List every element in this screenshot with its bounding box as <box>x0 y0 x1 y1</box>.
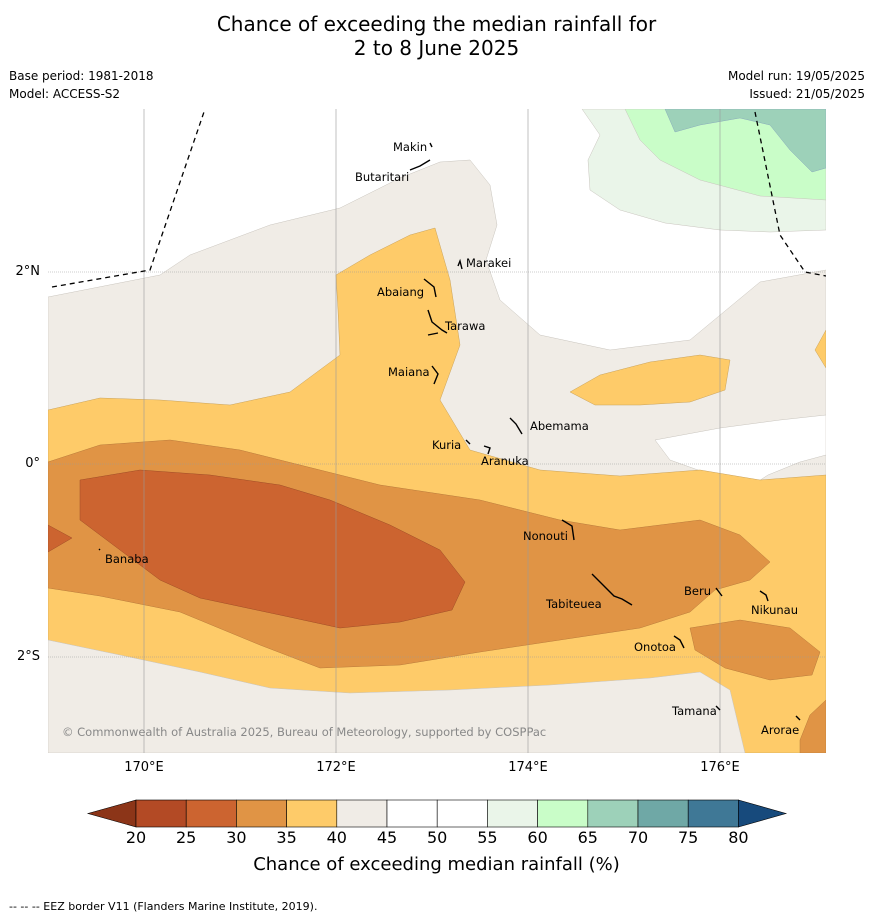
colorbar-swatch <box>185 799 237 828</box>
island-marakei <box>457 258 463 270</box>
title-line-1: Chance of exceeding the median rainfall … <box>216 12 657 36</box>
lat-label-2s: 2°S <box>16 649 40 664</box>
islands <box>98 142 801 721</box>
colorbar-swatch <box>135 799 187 828</box>
label-marakei: Marakei <box>466 256 511 270</box>
lon-label-176e: 176°E <box>700 760 740 775</box>
lon-label-170e: 170°E <box>124 760 164 775</box>
meta-right: Model run: 19/05/2025 Issued: 21/05/2025 <box>728 67 865 103</box>
colorbar-tick-label: 40 <box>326 828 347 847</box>
colorbar-tick-label: 25 <box>176 828 197 847</box>
colorbar-title: Chance of exceeding median rainfall (%) <box>253 854 620 875</box>
title-line-2: 2 to 8 June 2025 <box>353 36 520 60</box>
label-makin: Makin <box>393 140 427 154</box>
island-onotoa <box>673 635 685 649</box>
label-beru: Beru <box>684 584 711 598</box>
colorbar-tick-label: 70 <box>627 828 649 847</box>
label-tabiteuea: Tabiteuea <box>545 597 602 611</box>
contour-35-40-patch <box>569 354 731 406</box>
label-onotoa: Onotoa <box>634 640 676 654</box>
colorbar-swatch <box>336 799 388 828</box>
eez-border-east <box>754 111 826 277</box>
label-tarawa: Tarawa <box>444 319 485 333</box>
graticule <box>48 109 826 753</box>
island-tabiteuea <box>591 573 633 606</box>
map-area: Makin Butaritari Marakei Abaiang Tarawa … <box>48 109 826 753</box>
island-tarawa <box>427 309 448 336</box>
label-kuria: Kuria <box>432 438 461 452</box>
contour-25-30-west <box>48 524 73 553</box>
lat-label-0: 0° <box>25 456 40 471</box>
label-banaba: Banaba <box>105 552 149 566</box>
model-run: Model run: 19/05/2025 <box>727 69 865 83</box>
contour-30-35-corner <box>799 699 826 753</box>
island-abemama <box>509 417 523 435</box>
eez-border-west <box>51 109 206 288</box>
colorbar-tick-label: 45 <box>376 828 398 847</box>
eez-legend-note: -- -- -- EEZ border V11 (Flanders Marine… <box>9 900 318 913</box>
lat-label-2n: 2°N <box>15 264 41 279</box>
label-maiana: Maiana <box>388 365 430 379</box>
colorbar-tick-label: 55 <box>477 828 498 847</box>
colorbar-over-arrow <box>738 799 788 828</box>
colorbar-swatch <box>286 799 338 828</box>
lon-label-174e: 174°E <box>508 760 548 775</box>
colorbar-swatch <box>537 799 589 828</box>
island-kuria <box>465 439 471 445</box>
label-nikunau: Nikunau <box>751 603 798 617</box>
island-aranuka <box>483 445 491 455</box>
colorbar-swatch <box>386 799 438 828</box>
contour-35-40-edge <box>814 329 826 369</box>
island-makin <box>429 142 433 148</box>
island-butaritari <box>409 159 431 171</box>
island-nonouti <box>561 519 575 541</box>
colorbar-swatch <box>487 799 538 828</box>
island-banaba <box>98 548 101 551</box>
contour-25-30 <box>79 469 466 629</box>
contour-30-35-se <box>689 619 821 681</box>
island-arorae <box>795 715 801 721</box>
label-abaiang: Abaiang <box>377 285 424 299</box>
map-title: Chance of exceeding the median rainfall … <box>0 12 873 60</box>
colorbar-tick-label: 75 <box>678 828 699 847</box>
base-period: Base period: 1981-2018 <box>9 69 154 83</box>
model-name: Model: ACCESS-S2 <box>9 87 121 101</box>
colorbar-swatch <box>236 799 287 828</box>
contour-40-45-south <box>48 639 746 753</box>
copyright-notice: © Commonwealth of Australia 2025, Bureau… <box>62 725 546 739</box>
label-abemama: Abemama <box>530 419 589 433</box>
issued-date: Issued: 21/05/2025 <box>749 87 865 101</box>
colorbar-swatch <box>587 799 639 828</box>
island-nikunau <box>759 590 769 602</box>
island-maiana <box>431 365 439 385</box>
colorbar-tick-label: 35 <box>276 828 297 847</box>
colorbar-tick-label: 30 <box>226 828 247 847</box>
label-tamana: Tamana <box>671 704 717 718</box>
colorbar-tick-label: 20 <box>125 828 147 847</box>
colorbar-tick-label: 65 <box>577 828 598 847</box>
colorbar <box>86 799 788 828</box>
meta-left: Base period: 1981-2018 Model: ACCESS-S2 <box>9 67 154 103</box>
island-tamana <box>715 705 721 711</box>
colorbar-tick-label: 80 <box>728 828 749 847</box>
place-labels: Makin Butaritari Marakei Abaiang Tarawa … <box>105 140 799 737</box>
colorbar-swatch <box>687 799 739 828</box>
colorbar-tick-label: 50 <box>427 828 448 847</box>
colorbar-swatch <box>436 799 488 828</box>
contour-65-70 <box>664 109 826 173</box>
colorbar-swatch <box>637 799 689 828</box>
label-arorae: Arorae <box>761 723 799 737</box>
island-beru <box>715 587 723 597</box>
lon-label-172e: 172°E <box>316 760 356 775</box>
label-nonouti: Nonouti <box>523 529 568 543</box>
label-butaritari: Butaritari <box>355 170 409 184</box>
colorbar-tick-label: 60 <box>527 828 548 847</box>
label-aranuka: Aranuka <box>481 454 529 468</box>
colorbar-under-arrow <box>86 799 137 828</box>
eez-border <box>51 109 826 288</box>
island-abaiang <box>423 278 437 298</box>
